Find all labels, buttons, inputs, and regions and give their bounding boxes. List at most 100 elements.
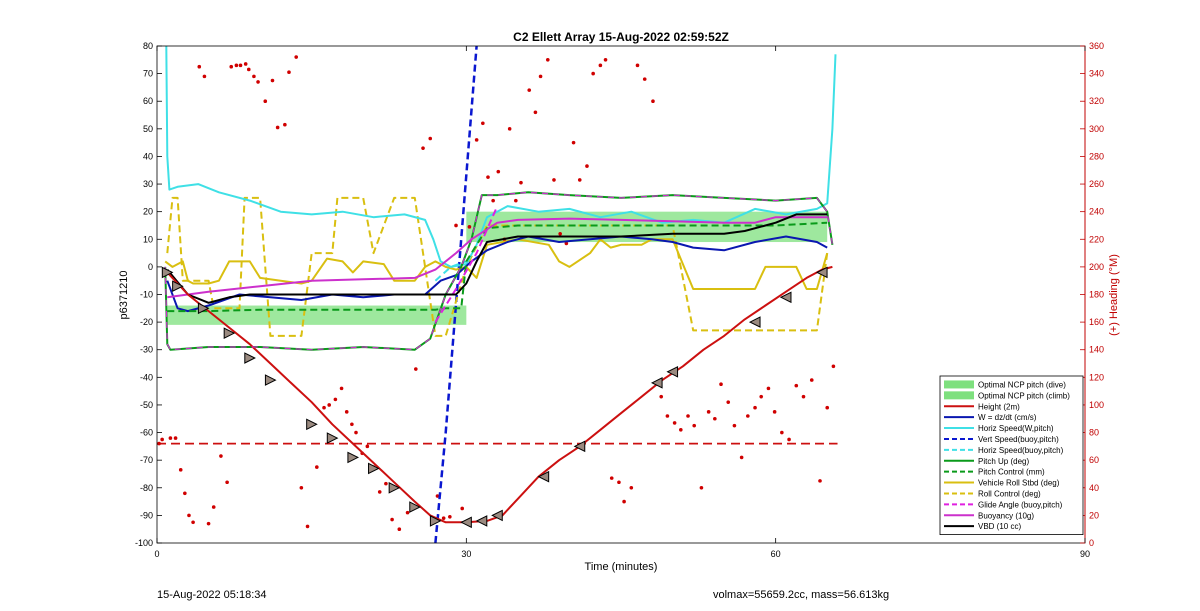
y-tick-label: 30 (143, 179, 153, 189)
y-tick-label: 10 (143, 234, 153, 244)
heading-point (157, 441, 161, 446)
heading-point (339, 386, 344, 391)
heading-point (527, 88, 532, 92)
y2-tick-label: 300 (1089, 124, 1104, 134)
legend-label: Height (2m) (978, 402, 1020, 411)
legend-label: Vert Speed(buoy,pitch) (978, 435, 1059, 444)
y-axis-label: p6371210 (118, 271, 130, 320)
heading-point (243, 62, 248, 66)
heading-point (672, 421, 677, 425)
heading-point (229, 64, 234, 69)
y2-axis-label: (+) Heading (°M) (1108, 254, 1120, 336)
y-tick-label: 60 (143, 96, 153, 106)
heading-point (421, 146, 425, 150)
y-tick-label: -50 (140, 400, 153, 410)
y2-tick-label: 80 (1089, 428, 1099, 438)
heading-point (818, 479, 822, 483)
heading-point (234, 63, 239, 68)
heading-point (219, 454, 223, 458)
heading-point (238, 63, 243, 68)
height-marker (460, 516, 472, 529)
height-marker (347, 451, 360, 464)
heading-point (591, 71, 595, 76)
heading-point (739, 455, 744, 460)
heading-point (787, 437, 791, 442)
height-marker (326, 432, 339, 444)
footer-timestamp: 15-Aug-2022 05:18:34 (157, 589, 267, 601)
heading-point (759, 394, 764, 399)
series-vert-speed-buoy-pitch (434, 46, 478, 543)
legend-label: Pitch Control (mm) (978, 468, 1045, 477)
heading-point (405, 510, 410, 515)
heading-point (825, 405, 830, 410)
legend-label: Optimal NCP pitch (climb) (978, 391, 1070, 400)
legend-label: Buoyancy (10g) (978, 511, 1034, 520)
x-tick-label: 0 (154, 549, 159, 559)
legend-label: Horiz Speed(W,pitch) (978, 424, 1054, 433)
heading-point (481, 121, 485, 126)
heading-point (719, 382, 723, 387)
heading-point (344, 410, 349, 414)
heading-point (256, 80, 260, 84)
heading-point (519, 180, 523, 185)
height-marker (172, 280, 184, 293)
height-marker (429, 515, 442, 527)
series-glide-angle-overlay (164, 191, 833, 351)
x-tick-label: 30 (461, 549, 471, 559)
height-marker (306, 418, 318, 431)
heading-point (585, 164, 589, 168)
y2-tick-label: 240 (1089, 207, 1104, 217)
axes: 0 30 60 90-100-90-80-70-60-50-40-30-20-1001… (135, 41, 1104, 559)
heading-point (305, 524, 310, 529)
heading-point (377, 490, 382, 494)
heading-point (635, 63, 640, 68)
series-buoyancy-10g (167, 216, 828, 299)
y-tick-label: 80 (143, 41, 153, 51)
height-marker (666, 366, 679, 378)
heading-point (206, 521, 211, 526)
heading-point (809, 378, 814, 382)
height-marker (748, 316, 761, 328)
y2-tick-label: 140 (1089, 345, 1104, 355)
legend-label: Optimal NCP pitch (dive) (978, 380, 1066, 389)
heading-point (365, 444, 370, 449)
legend-label: W = dz/dt (cm/s) (978, 413, 1037, 422)
legend-label: VBD (10 cc) (978, 522, 1021, 531)
legend-swatch-optimal-ncp-pitch-dive (944, 380, 974, 389)
footer-volmax-mass: volmax=55659.2cc, mass=56.613kg (713, 589, 890, 601)
legend-label: Pitch Up (deg) (978, 457, 1029, 466)
height-marker (573, 440, 586, 453)
series-horiz-speed-buoy-pitch (434, 260, 467, 282)
heading-point (315, 465, 319, 469)
heading-point (397, 527, 402, 531)
legend: Optimal NCP pitch (dive) Optimal NCP pitc… (939, 375, 1084, 536)
height-marker (223, 327, 236, 339)
heading-point (191, 520, 195, 525)
plot-area (157, 46, 838, 543)
y2-tick-label: 40 (1089, 483, 1099, 493)
height-marker (491, 509, 503, 522)
heading-point (766, 386, 771, 391)
y2-tick-label: 120 (1089, 372, 1104, 382)
heading-point (571, 140, 576, 145)
y2-tick-label: 280 (1089, 151, 1104, 161)
heading-point (178, 468, 183, 472)
y2-tick-label: 160 (1089, 317, 1104, 327)
heading-point (275, 125, 280, 130)
heading-point (467, 225, 472, 229)
legend-label: Horiz Speed(buoy,pitch) (978, 446, 1064, 455)
y2-tick-label: 360 (1089, 41, 1104, 51)
heading-point (665, 414, 670, 418)
heading-point (706, 410, 711, 414)
height-marker (264, 374, 277, 386)
heading-point (753, 405, 757, 410)
y2-tick-label: 20 (1089, 510, 1099, 520)
heading-point (533, 110, 538, 115)
height-marker (197, 302, 210, 315)
heading-point (617, 480, 621, 485)
heading-point (699, 485, 704, 490)
heading-point (354, 430, 358, 435)
y-tick-label: -40 (140, 372, 153, 382)
heading-point (622, 499, 626, 504)
y2-tick-label: 0 (1089, 538, 1094, 548)
